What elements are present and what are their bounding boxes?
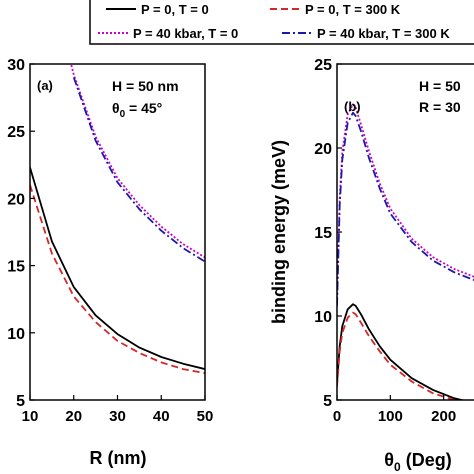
y-tick-label: 10 [7,326,25,343]
x-tick-label: 100 [378,408,403,425]
panel-a-annotation-height: H = 50 nm [112,78,179,94]
y-tick-label: 20 [314,141,332,158]
panel-b-y-axis-label: binding energy (meV) [269,140,289,324]
y-tick-label: 30 [7,57,25,74]
x-tick-label: 20 [65,408,82,425]
y-tick-label: 15 [7,259,25,276]
panel-b-x-axis-label: θ0 (Deg) [384,450,451,474]
panel-b-annotation-height: H = 50 [419,78,461,94]
y-tick-label: 25 [314,57,332,74]
series-line-b-1 [337,311,459,400]
series-line-a-2 [70,64,205,259]
y-tick-label: 20 [7,191,25,208]
panel-a-frame [29,63,206,401]
panel-a-plot-area [30,64,205,374]
series-line-b-2 [337,103,474,303]
y-tick-label: 15 [314,225,332,242]
panel-b-label: (b) [344,99,361,114]
y-tick-label: 10 [314,309,332,326]
x-tick-label: 0 [333,408,341,425]
legend-label-2: P = 40 kbar, T = 0 [133,26,238,41]
legend-label-1: P = 0, T = 300 K [305,2,401,17]
legend-frame [89,0,474,45]
legend-label-3: P = 40 kbar, T = 300 K [317,26,450,41]
series-line-b-0 [337,303,466,400]
legend-label-0: P = 0, T = 0 [141,2,209,17]
series-line-a-3 [72,77,205,263]
panel-a-annotation-angle: θ0 = 45° [112,100,162,120]
panel-b-ticks: 0 100 200 5 10 15 20 25 [314,57,456,425]
x-tick-label: 200 [431,408,456,425]
y-tick-label: 5 [16,393,25,410]
panel-a-label: (a) [37,78,53,93]
x-tick-label: 30 [109,408,126,425]
panel-b-annotation-radius: R = 30 [419,99,461,115]
y-tick-label: 25 [7,124,25,141]
panel-b: 0 100 200 5 10 15 20 25 (b) H = 50 R = 30 bindi… [269,57,474,474]
panel-b-plot-area [337,103,474,400]
x-tick-label: 50 [197,408,214,425]
panel-b-frame [336,63,474,401]
series-line-b-3 [337,111,474,306]
panel-a-x-axis-label: R (nm) [90,448,147,468]
y-tick-label: 5 [323,393,332,410]
legend: P = 0, T = 0 P = 0, T = 300 K P = 40 kba… [89,0,474,45]
x-tick-label: 10 [22,408,39,425]
series-line-a-0 [30,167,205,370]
x-tick-label: 40 [153,408,170,425]
series-line-a-1 [30,184,205,374]
